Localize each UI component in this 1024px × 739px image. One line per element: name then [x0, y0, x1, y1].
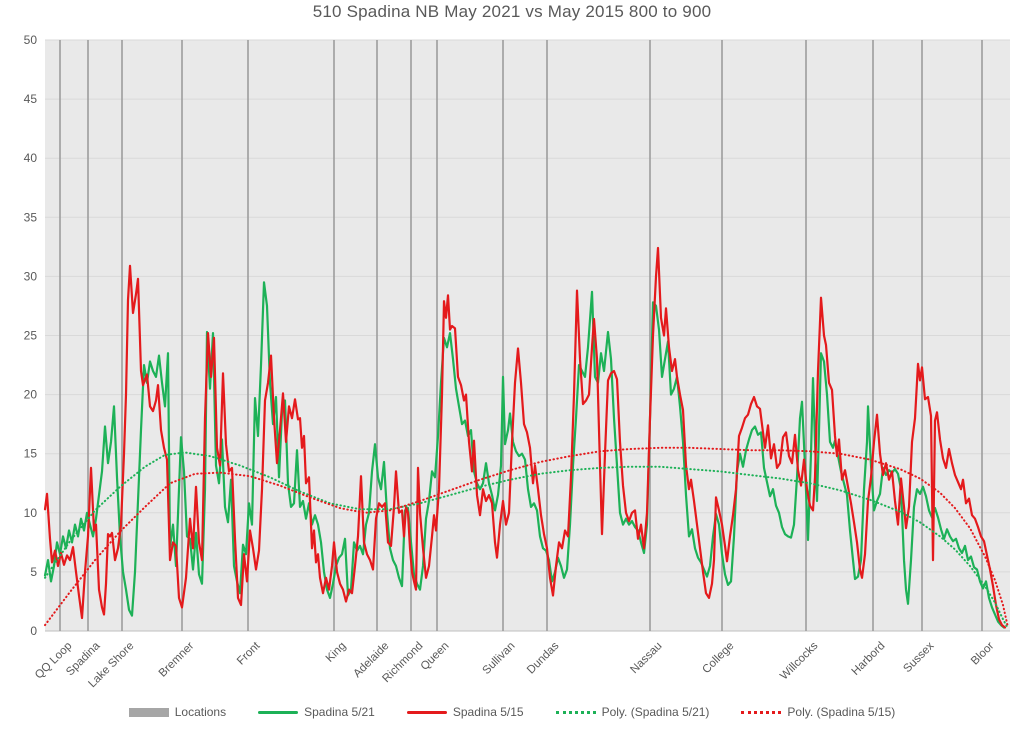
y-axis-tick-label: 45 [24, 92, 38, 106]
y-axis-tick-label: 35 [24, 210, 38, 224]
red-line-icon [406, 710, 447, 714]
series-spadina-5-15 [43, 246, 1007, 629]
legend-item-spadina-521: Spadina 5/21 [258, 705, 375, 719]
legend-label: Spadina 5/15 [452, 705, 524, 719]
red-dotted-line-icon [741, 710, 782, 714]
legend-label: Locations [174, 705, 227, 719]
y-axis-tick-label: 0 [30, 624, 37, 638]
legend-item-spadina-515: Spadina 5/15 [406, 705, 524, 719]
green-line-icon [258, 710, 299, 714]
series-spadina-5-21 [43, 281, 1006, 629]
chart-title: 510 Spadina NB May 2021 vs May 2015 800 … [312, 2, 712, 21]
y-axis-tick-label: 10 [24, 506, 38, 520]
series-poly-spadina-5-15- [44, 446, 1009, 629]
y-axis-tick-label: 5 [30, 565, 37, 579]
y-axis-tick-label: 25 [24, 329, 38, 343]
y-axis-tick-label: 30 [24, 269, 38, 283]
y-axis-tick-label: 15 [24, 447, 38, 461]
legend-item-poly-521: Poly. (Spadina 5/21) [555, 705, 710, 719]
legend-item-locations: Locations [128, 705, 227, 719]
y-axis-tick-label: 20 [24, 388, 38, 402]
legend-item-poly-515: Poly. (Spadina 5/15) [741, 705, 895, 719]
series-poly-spadina-5-21- [44, 451, 1009, 630]
legend-label: Spadina 5/21 [304, 705, 375, 719]
legend: Locations Spadina 5/21 Spadina 5/15 Poly… [0, 705, 1024, 719]
y-axis-tick-label: 50 [24, 33, 38, 47]
locations-bar-icon [128, 707, 169, 717]
green-dotted-line-icon [555, 710, 596, 714]
legend-label: Poly. (Spadina 5/15) [787, 705, 896, 719]
legend-label: Poly. (Spadina 5/21) [601, 705, 710, 719]
y-axis-tick-label: 40 [24, 151, 38, 165]
